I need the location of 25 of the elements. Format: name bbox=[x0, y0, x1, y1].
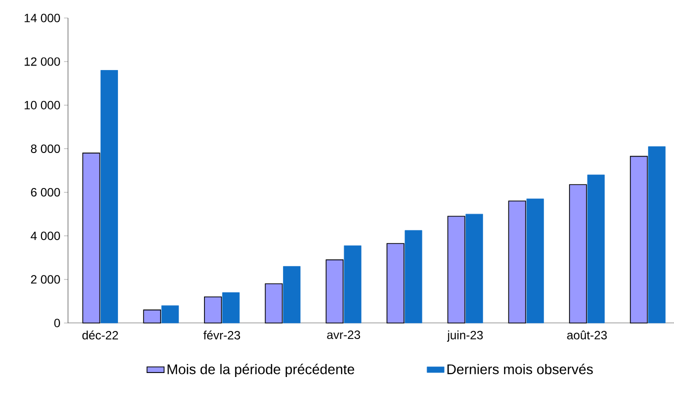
x-tick-label: avr-23 bbox=[327, 330, 360, 340]
bar bbox=[648, 146, 666, 324]
bar bbox=[466, 214, 484, 324]
y-tick-label: 8 000 bbox=[30, 144, 60, 153]
bar bbox=[222, 292, 240, 324]
y-tick-label: 0 bbox=[54, 318, 60, 328]
x-tick-label: août-23 bbox=[567, 330, 607, 340]
legend-label: Mois de la période précédente bbox=[168, 364, 354, 378]
bar bbox=[283, 266, 300, 324]
bar bbox=[587, 174, 605, 324]
y-tick-label: 6 000 bbox=[31, 188, 60, 197]
y-tick-label: 2 000 bbox=[31, 275, 60, 284]
bar bbox=[344, 245, 362, 324]
x-tick-label: févr-23 bbox=[203, 330, 240, 340]
bar bbox=[526, 198, 544, 324]
x-tick-label: déc-22 bbox=[82, 330, 118, 340]
y-tick-label: 14 000 bbox=[24, 14, 60, 22]
bar bbox=[161, 305, 179, 324]
bar bbox=[100, 70, 118, 324]
x-tick-label: juin-23 bbox=[447, 330, 483, 342]
y-tick-label: 12 000 bbox=[24, 57, 60, 66]
y-tick-label: 10 000 bbox=[24, 100, 60, 110]
bar bbox=[404, 230, 422, 324]
legend-label: Derniers mois observés bbox=[447, 364, 593, 374]
y-tick-label: 4 000 bbox=[30, 232, 60, 240]
